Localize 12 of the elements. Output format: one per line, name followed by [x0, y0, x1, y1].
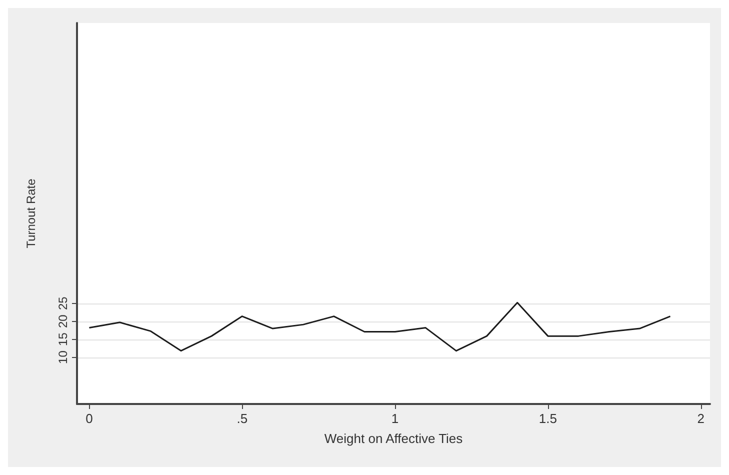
x-tick-label: .5 — [236, 411, 248, 426]
x-tick-label: 1 — [391, 411, 399, 426]
y-tick-label: 15 — [56, 332, 70, 346]
x-tick-label: 2 — [697, 411, 704, 426]
x-axis-title: Weight on Affective Ties — [324, 431, 464, 446]
y-axis-title: Turnout Rate — [24, 178, 38, 248]
y-tick-label: 25 — [56, 296, 70, 310]
y-tick-label: 10 — [56, 350, 70, 364]
x-tick-label: 0 — [86, 411, 93, 426]
x-tick-label: 1.5 — [538, 411, 557, 426]
y-tick-label: 20 — [56, 314, 70, 328]
line-series — [88, 302, 671, 352]
